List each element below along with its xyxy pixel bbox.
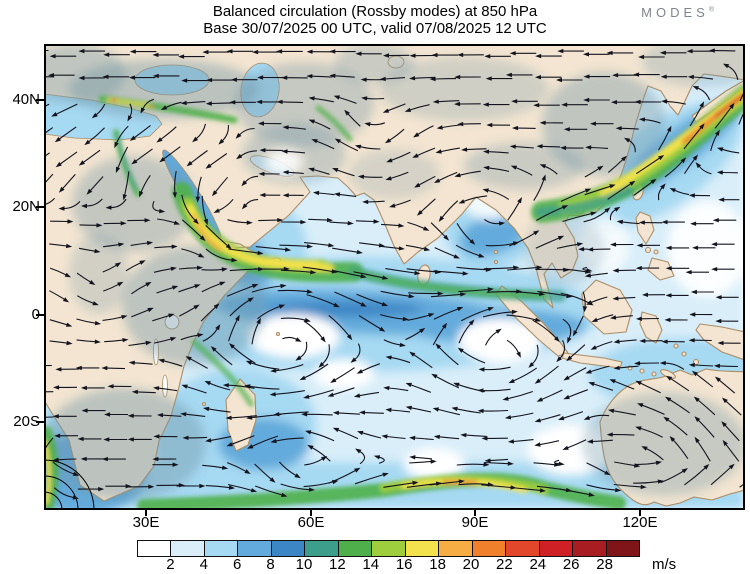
lon-label-60e: 60E	[297, 514, 325, 531]
land-wind-tint	[44, 44, 745, 500]
lon-tick-90e	[474, 510, 476, 516]
colorbar-cell	[539, 541, 574, 556]
contour-arcs	[44, 459, 95, 510]
colorbar	[137, 540, 640, 557]
colorbar-cell	[138, 541, 172, 556]
lake-malawi	[162, 374, 168, 398]
colorbar-cell	[439, 541, 473, 556]
colorbar-cell	[372, 541, 406, 556]
colorbar-units: m/s	[652, 556, 677, 573]
lat-label-0: 0	[0, 307, 40, 323]
colorbar-cell	[573, 541, 607, 556]
colorbar-cell	[238, 541, 272, 556]
colorbar-cell	[204, 541, 239, 556]
modes-logo: MODES®	[641, 5, 714, 20]
chart-title: Balanced circulation (Rossby modes) at 8…	[212, 3, 538, 20]
colorbar-cell	[171, 541, 205, 556]
lat-label-20s: 20S	[13, 413, 40, 430]
colorbar-tick-label: 16	[395, 556, 413, 573]
lon-label-90e: 90E	[461, 514, 489, 531]
colorbar-cell	[405, 541, 440, 556]
land-luzon	[635, 211, 655, 245]
colorbar-tick-label: 6	[233, 556, 242, 573]
colorbar-tick-label: 26	[562, 556, 580, 573]
colorbar-cell	[305, 541, 339, 556]
colorbar-tick-label: 14	[362, 556, 380, 573]
lat-label-20n: 20N	[12, 198, 40, 215]
colorbar-cell	[271, 541, 306, 556]
colorbar-tick-label: 4	[199, 556, 208, 573]
colorbar-cell	[606, 541, 640, 556]
map-panel	[44, 44, 745, 510]
colorbar-tick-label: 20	[462, 556, 480, 573]
lon-label-120e: 120E	[622, 514, 658, 531]
map-frame	[44, 44, 745, 510]
colorbar-cell	[472, 541, 507, 556]
colorbar-tick-label: 10	[295, 556, 313, 573]
colorbar-tick-label: 12	[329, 556, 346, 573]
lat-label-40n: 40N	[12, 91, 40, 108]
colorbar-cell	[506, 541, 540, 556]
lat-tick-0	[36, 314, 44, 316]
chart-subtitle: Base 30/07/2025 00 UTC, valid 07/08/2025…	[203, 20, 547, 37]
lon-label-30e: 30E	[132, 514, 160, 531]
lon-tick-120e	[639, 510, 641, 516]
map-canvas	[44, 44, 745, 510]
colorbar-tick-label: 8	[266, 556, 275, 573]
colorbar-tick-label: 22	[496, 556, 513, 573]
lat-tick-40n	[36, 99, 44, 101]
colorbar-tick-label: 28	[596, 556, 613, 573]
lat-tick-20n	[36, 206, 44, 208]
colorbar-tick-label: 24	[529, 556, 547, 573]
lon-tick-60e	[310, 510, 312, 516]
colorbar-cell	[338, 541, 373, 556]
wind-arrows	[44, 48, 745, 500]
lon-tick-30e	[145, 510, 147, 516]
registered-mark: ®	[708, 6, 714, 14]
colorbar-tick-label: 2	[166, 556, 175, 573]
colorbar-tick-label: 18	[429, 556, 446, 573]
modes-logo-text: MODES	[641, 5, 709, 20]
land-sulawesi	[639, 311, 663, 344]
lat-tick-20s	[36, 421, 44, 423]
